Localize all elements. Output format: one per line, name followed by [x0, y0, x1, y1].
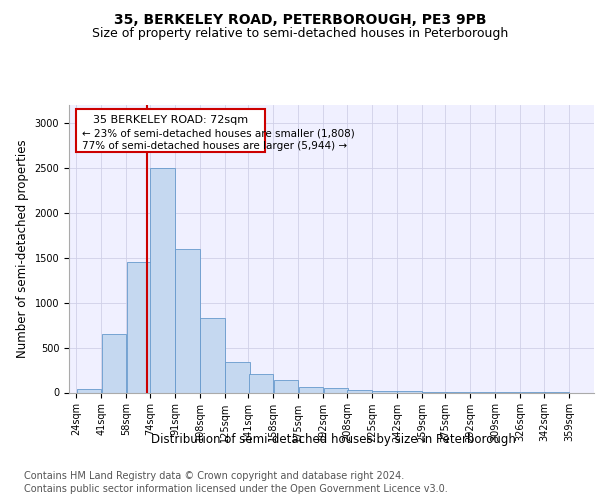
Bar — [127, 262, 151, 392]
Bar — [299, 386, 323, 392]
Text: Contains public sector information licensed under the Open Government Licence v3: Contains public sector information licen… — [24, 484, 448, 494]
FancyBboxPatch shape — [76, 110, 265, 152]
Text: Contains HM Land Registry data © Crown copyright and database right 2024.: Contains HM Land Registry data © Crown c… — [24, 471, 404, 481]
Bar — [175, 249, 200, 392]
Bar — [150, 168, 175, 392]
Bar — [347, 390, 372, 392]
Text: 35, BERKELEY ROAD, PETERBOROUGH, PE3 9PB: 35, BERKELEY ROAD, PETERBOROUGH, PE3 9PB — [114, 12, 486, 26]
Text: Distribution of semi-detached houses by size in Peterborough: Distribution of semi-detached houses by … — [151, 432, 515, 446]
Bar — [200, 318, 224, 392]
Bar — [274, 380, 298, 392]
Bar — [225, 362, 250, 392]
Bar — [77, 390, 101, 392]
Y-axis label: Number of semi-detached properties: Number of semi-detached properties — [16, 140, 29, 358]
Bar — [397, 391, 422, 392]
Text: ← 23% of semi-detached houses are smaller (1,808): ← 23% of semi-detached houses are smalle… — [82, 128, 355, 138]
Text: 35 BERKELEY ROAD: 72sqm: 35 BERKELEY ROAD: 72sqm — [93, 115, 248, 125]
Bar — [248, 374, 273, 392]
Text: 77% of semi-detached houses are larger (5,944) →: 77% of semi-detached houses are larger (… — [82, 141, 347, 151]
Bar — [323, 388, 348, 392]
Bar — [372, 390, 397, 392]
Text: Size of property relative to semi-detached houses in Peterborough: Size of property relative to semi-detach… — [92, 28, 508, 40]
Bar — [101, 334, 126, 392]
